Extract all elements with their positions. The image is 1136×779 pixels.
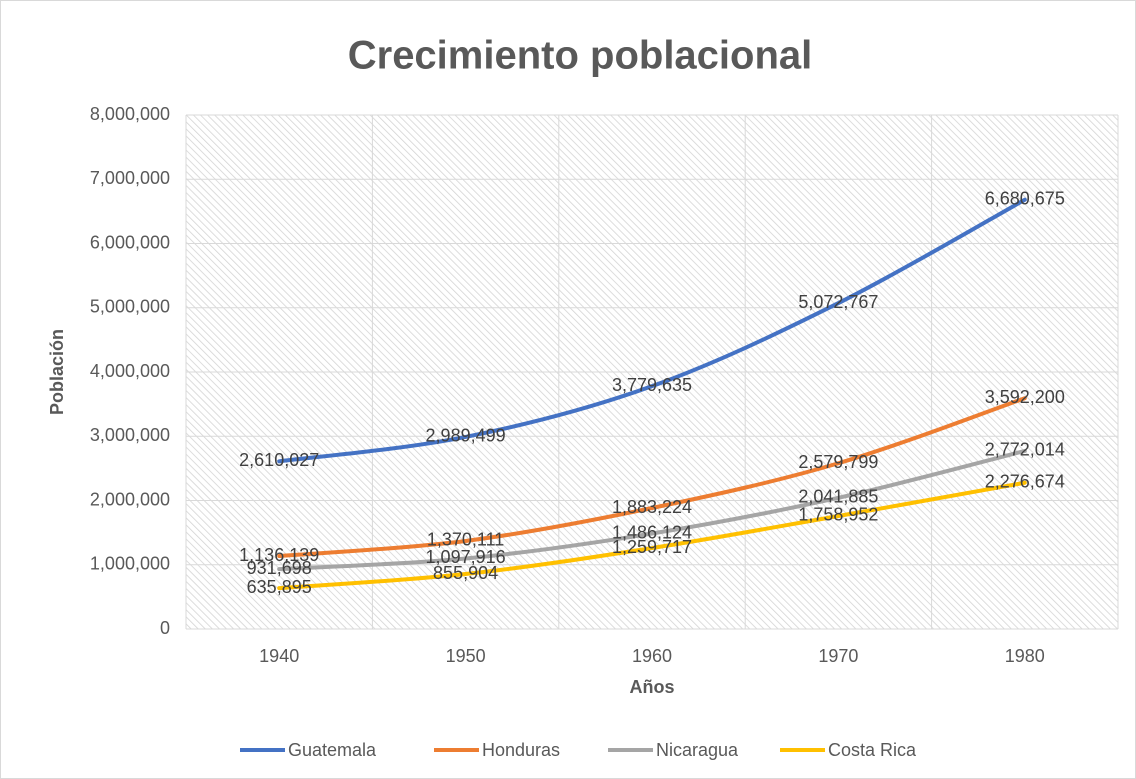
series-line: [277, 448, 1027, 572]
data-label: 1,097,916: [426, 547, 506, 567]
y-tick-label: 4,000,000: [90, 361, 170, 381]
data-label: 931,698: [247, 558, 312, 578]
data-label: 1,136,139: [239, 545, 319, 565]
data-label: 1,370,111: [427, 530, 504, 550]
x-tick-label: 1970: [818, 646, 858, 666]
y-tick-label: 5,000,000: [90, 297, 170, 317]
series-line: [277, 396, 1027, 559]
y-tick-label: 3,000,000: [90, 425, 170, 445]
data-label: 1,758,952: [798, 505, 878, 525]
data-label: 2,276,674: [985, 471, 1065, 491]
legend-label: Honduras: [482, 740, 560, 760]
x-tick-label: 1940: [259, 646, 299, 666]
data-label: 2,041,885: [798, 487, 878, 507]
data-label: 6,680,675: [985, 189, 1065, 209]
data-label: 1,486,124: [612, 522, 692, 542]
data-label: 2,579,799: [798, 452, 878, 472]
x-tick-label: 1980: [1005, 646, 1045, 666]
y-tick-label: 8,000,000: [90, 104, 170, 124]
x-tick-label: 1950: [446, 646, 486, 666]
y-tick-label: 2,000,000: [90, 489, 170, 509]
y-tick-label: 6,000,000: [90, 232, 170, 252]
y-tick-label: 0: [160, 618, 170, 638]
y-tick-label: 1,000,000: [90, 554, 170, 574]
data-label: 1,259,717: [612, 537, 692, 557]
series-line: [277, 197, 1027, 464]
series-line: [277, 480, 1027, 591]
y-tick-label: 7,000,000: [90, 168, 170, 188]
data-label: 5,072,767: [798, 292, 878, 312]
legend-label: Nicaragua: [656, 740, 739, 760]
data-label: 2,772,014: [985, 440, 1065, 460]
legend-label: Costa Rica: [828, 740, 917, 760]
chart-title: Crecimiento poblacional: [348, 34, 813, 78]
data-label: 635,895: [247, 577, 312, 597]
y-axis-label: Población: [47, 329, 67, 415]
data-label: 3,779,635: [612, 375, 692, 395]
data-label: 2,610,027: [239, 450, 319, 470]
data-label: 1,883,224: [612, 497, 692, 517]
data-label: 855,904: [433, 563, 498, 583]
data-label: 2,989,499: [426, 426, 506, 446]
legend-label: Guatemala: [288, 740, 377, 760]
x-axis-label: Años: [630, 677, 675, 697]
x-tick-label: 1960: [632, 646, 672, 666]
data-label: 3,592,200: [985, 387, 1065, 407]
